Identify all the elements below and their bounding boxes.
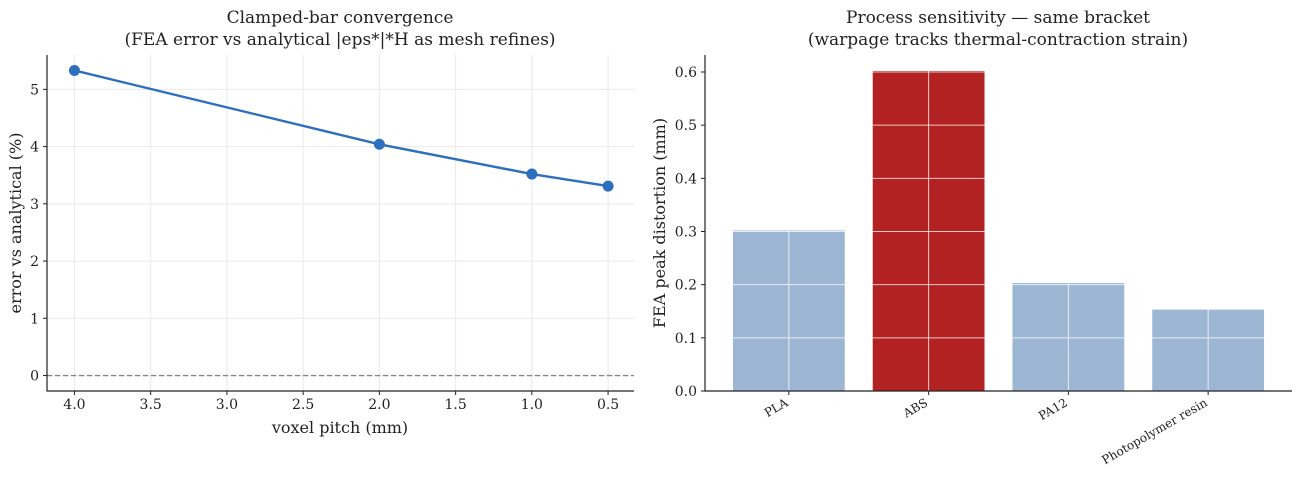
x-tick-label: 4.0 — [63, 397, 85, 413]
error-series-line — [74, 69, 609, 188]
x-tick-label: 2.0 — [368, 397, 390, 413]
sensitivity-chart: Process sensitivity — same bracket (warp… — [650, 8, 1292, 467]
axis-spines — [704, 55, 1292, 392]
data-point — [602, 180, 614, 192]
chart-title-line-2: (warpage tracks thermal-contraction stra… — [808, 30, 1188, 50]
y-tick-label: 0.1 — [675, 331, 697, 347]
x-tick-label: 3.0 — [216, 397, 238, 413]
y-tick-label: 0.2 — [675, 278, 697, 294]
chart-title-line-1: Process sensitivity — same bracket — [846, 8, 1150, 28]
y-tick-label: 0.3 — [675, 225, 697, 241]
convergence-chart: Clamped-bar convergence (FEA error vs an… — [6, 8, 634, 437]
data-point — [526, 168, 538, 180]
y-tick-label: 4 — [30, 140, 39, 156]
axes — [43, 55, 634, 395]
y-tick-labels: 0 1 2 3 4 5 — [30, 82, 39, 384]
x-tick-label: PA12 — [1036, 395, 1070, 423]
y-axis-label: error vs analytical (%) — [6, 133, 25, 314]
y-tick-label: 0 — [30, 369, 39, 385]
series-line — [68, 64, 614, 192]
x-tick-label: 2.5 — [292, 397, 314, 413]
x-tick-label: 1.5 — [444, 397, 466, 413]
axis-spines — [46, 55, 634, 392]
y-tick-label: 5 — [30, 82, 39, 98]
x-tick-labels: PLA ABS PA12 Photopolymer resin — [762, 395, 1210, 467]
y-tick-label: 1 — [30, 311, 39, 327]
y-tick-label: 0.4 — [675, 171, 697, 187]
y-tick-label: 0.6 — [675, 65, 697, 81]
bars — [732, 70, 1265, 391]
x-tick-label: 3.5 — [140, 397, 162, 413]
x-tick-labels: 4.0 3.5 3.0 2.5 2.0 1.5 1.0 0.5 — [63, 397, 619, 413]
x-axis-label: voxel pitch (mm) — [271, 418, 408, 437]
y-tick-label: 3 — [30, 197, 39, 213]
data-point — [373, 138, 385, 150]
x-tick-label: 1.0 — [521, 397, 543, 413]
y-axis-label: FEA peak distortion (mm) — [650, 118, 669, 328]
x-tick-label: Photopolymer resin — [1099, 395, 1209, 467]
chart-title-line-1: Clamped-bar convergence — [227, 8, 454, 28]
y-tick-label: 0.0 — [675, 384, 697, 400]
y-tick-label: 0.5 — [675, 118, 697, 134]
x-tick-label: PLA — [762, 395, 791, 420]
y-tick-labels: 0.0 0.1 0.2 0.3 0.4 0.5 0.6 — [675, 65, 697, 400]
data-point — [68, 64, 80, 76]
y-tick-label: 2 — [30, 254, 39, 270]
chart-title-line-2: (FEA error vs analytical |eps*|*H as mes… — [124, 30, 555, 50]
x-tick-label: ABS — [900, 395, 930, 420]
axes — [701, 55, 1292, 395]
x-tick-label: 0.5 — [597, 397, 619, 413]
grid — [47, 55, 634, 391]
